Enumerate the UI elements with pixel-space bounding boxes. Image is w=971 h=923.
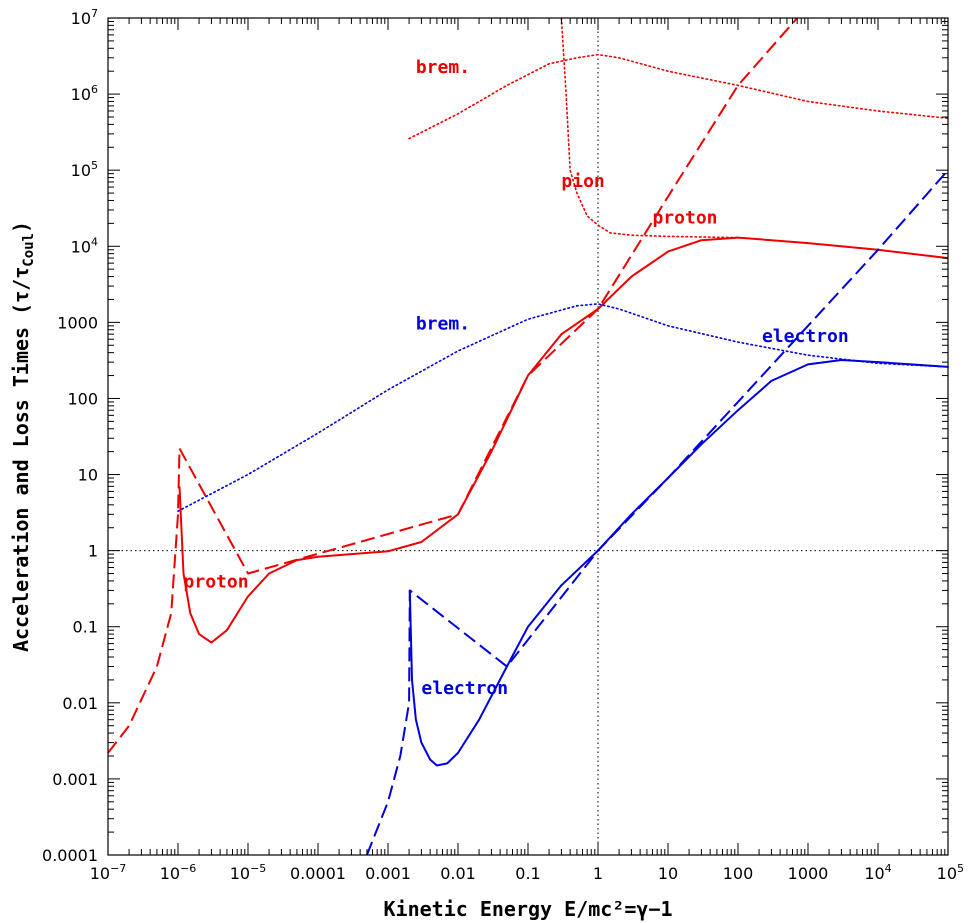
- y-tick-label: 0.0001: [42, 846, 98, 865]
- electron-brem-curve: [177, 303, 949, 512]
- y-tick-label: 105: [71, 159, 98, 180]
- x-tick-label: 10: [658, 864, 678, 883]
- x-tick-label: 100: [723, 864, 754, 883]
- y-tick-label: 1: [88, 542, 98, 561]
- y-tick-label: 104: [71, 235, 98, 256]
- x-tick-label: 1000: [788, 864, 829, 883]
- y-axis-label: Acceleration and Loss Times (τ/τCoul): [9, 221, 37, 652]
- x-tick-label: 10−5: [230, 862, 267, 883]
- x-tick-label: 0.0001: [290, 864, 346, 883]
- x-tick-label: 10−6: [160, 862, 197, 883]
- curve-labels: brem. proton pion brem. electron electron prot…: [184, 57, 849, 699]
- proton-pion-curve: [560, 17, 739, 239]
- proton-brem-curve: [408, 53, 949, 140]
- proton-accel-curve: [107, 17, 798, 754]
- electron-accel-curve: [365, 169, 949, 856]
- curve-label: proton: [184, 571, 249, 592]
- axis-ticks: [107, 17, 949, 856]
- curve-label: brem.: [416, 314, 470, 335]
- curve-label: proton: [652, 207, 717, 228]
- curve-label: electron: [421, 678, 508, 699]
- y-tick-label: 10: [78, 466, 98, 485]
- x-tick-label: 1: [593, 864, 603, 883]
- y-tick-label: 107: [71, 7, 98, 28]
- y-tick-label: 1000: [57, 313, 98, 332]
- y-tick-label: 0.1: [73, 618, 98, 637]
- electron-loss-curve: [408, 359, 949, 767]
- reference-lines: [108, 18, 948, 855]
- y-tick-label: 0.001: [52, 770, 98, 789]
- x-tick-label: 105: [937, 862, 964, 883]
- x-tick-label: 0.01: [440, 864, 476, 883]
- y-tick-label: 106: [71, 83, 98, 104]
- x-tick-label: 104: [864, 862, 891, 883]
- y-tick-label: 100: [67, 389, 98, 408]
- curve-label: brem.: [416, 57, 470, 78]
- curve-label: electron: [762, 326, 849, 347]
- x-tick-label: 10−7: [90, 862, 127, 883]
- y-tick-label: 0.01: [62, 694, 98, 713]
- x-tick-label: 0.001: [365, 864, 411, 883]
- curve-label: pion: [561, 171, 604, 192]
- x-tick-label: 0.1: [515, 864, 540, 883]
- plot-frame: [107, 17, 949, 856]
- data-curves: [107, 17, 949, 856]
- x-axis-label: Kinetic Energy E/mc²=γ−1: [384, 897, 673, 921]
- tick-labels: 10−7 10−6 10−5 0.0001 0.001 0.01 0.1 1 10 100 1000…: [42, 7, 964, 883]
